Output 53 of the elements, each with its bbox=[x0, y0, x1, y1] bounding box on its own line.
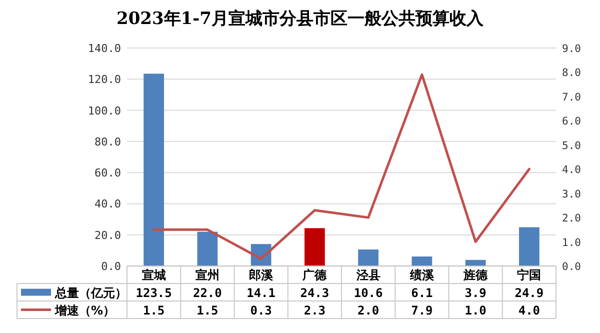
y-tick-label: 60.0 bbox=[94, 166, 121, 180]
bar bbox=[519, 227, 540, 266]
data-label: 10.6 bbox=[354, 286, 383, 300]
x-tick-label: 郎溪 bbox=[249, 268, 274, 282]
x-tick-label: 绩溪 bbox=[408, 268, 435, 282]
bar bbox=[197, 232, 218, 266]
line-series bbox=[152, 73, 530, 260]
x-tick-label: 宁国 bbox=[517, 268, 542, 282]
y2-tick-label: 6.0 bbox=[562, 116, 581, 128]
data-label: 4.0 bbox=[518, 303, 540, 318]
y2-tick-label: 4.0 bbox=[562, 164, 581, 176]
legend-label: 增速（%） bbox=[54, 303, 116, 318]
x-tick-label: 宣州 bbox=[195, 268, 220, 282]
x-tick-label: 广德 bbox=[302, 268, 328, 282]
y2-tick-label: 7.0 bbox=[562, 91, 581, 104]
data-label: 7.9 bbox=[411, 303, 433, 318]
y-tick-label: 100.0 bbox=[88, 104, 121, 118]
y2-tick-label: 8.0 bbox=[562, 67, 581, 80]
y-tick-label: 40.0 bbox=[94, 198, 121, 211]
data-label: 6.1 bbox=[411, 286, 433, 300]
y2-tick-label: 0.0 bbox=[562, 261, 581, 273]
x-tick-label: 宣城 bbox=[142, 268, 166, 282]
y-tick-label: 20.0 bbox=[94, 228, 121, 242]
y-tick-label: 0.0 bbox=[101, 260, 121, 273]
legend-label: 总量（亿元） bbox=[54, 286, 127, 300]
data-label: 22.0 bbox=[192, 286, 222, 300]
y2-tick-label: 3.0 bbox=[562, 188, 581, 200]
data-label: 14.1 bbox=[246, 286, 276, 300]
y-tick-label: 80.0 bbox=[94, 135, 121, 148]
bar bbox=[412, 256, 432, 266]
data-label: 24.3 bbox=[300, 286, 330, 300]
chart-title: 2023年1-7月宣城市分县市区一般公共预算收入 bbox=[116, 9, 485, 29]
data-label: 24.9 bbox=[514, 286, 544, 300]
x-tick-label: 泾县 bbox=[355, 268, 380, 282]
y2-tick-label: 1.0 bbox=[562, 236, 581, 249]
data-label: 3.9 bbox=[464, 286, 486, 300]
y2-tick-label: 9.0 bbox=[562, 43, 581, 55]
data-label: 0.3 bbox=[250, 303, 272, 318]
data-label: 1.5 bbox=[196, 303, 218, 318]
y2-tick-label: 2.0 bbox=[562, 212, 581, 225]
x-tick-label: 旌德 bbox=[462, 268, 489, 282]
y-tick-label: 120.0 bbox=[88, 73, 121, 86]
bar bbox=[304, 228, 325, 266]
bar bbox=[358, 249, 378, 266]
bar bbox=[465, 260, 486, 266]
data-label: 2.3 bbox=[304, 303, 326, 318]
y2-tick-label: 5.0 bbox=[562, 140, 581, 152]
data-label: 2.0 bbox=[357, 303, 380, 318]
data-label: 123.5 bbox=[136, 286, 172, 300]
bar bbox=[144, 74, 164, 266]
y-tick-label: 140.0 bbox=[88, 42, 121, 55]
data-label: 1.0 bbox=[464, 303, 486, 318]
data-label: 1.5 bbox=[142, 303, 165, 318]
